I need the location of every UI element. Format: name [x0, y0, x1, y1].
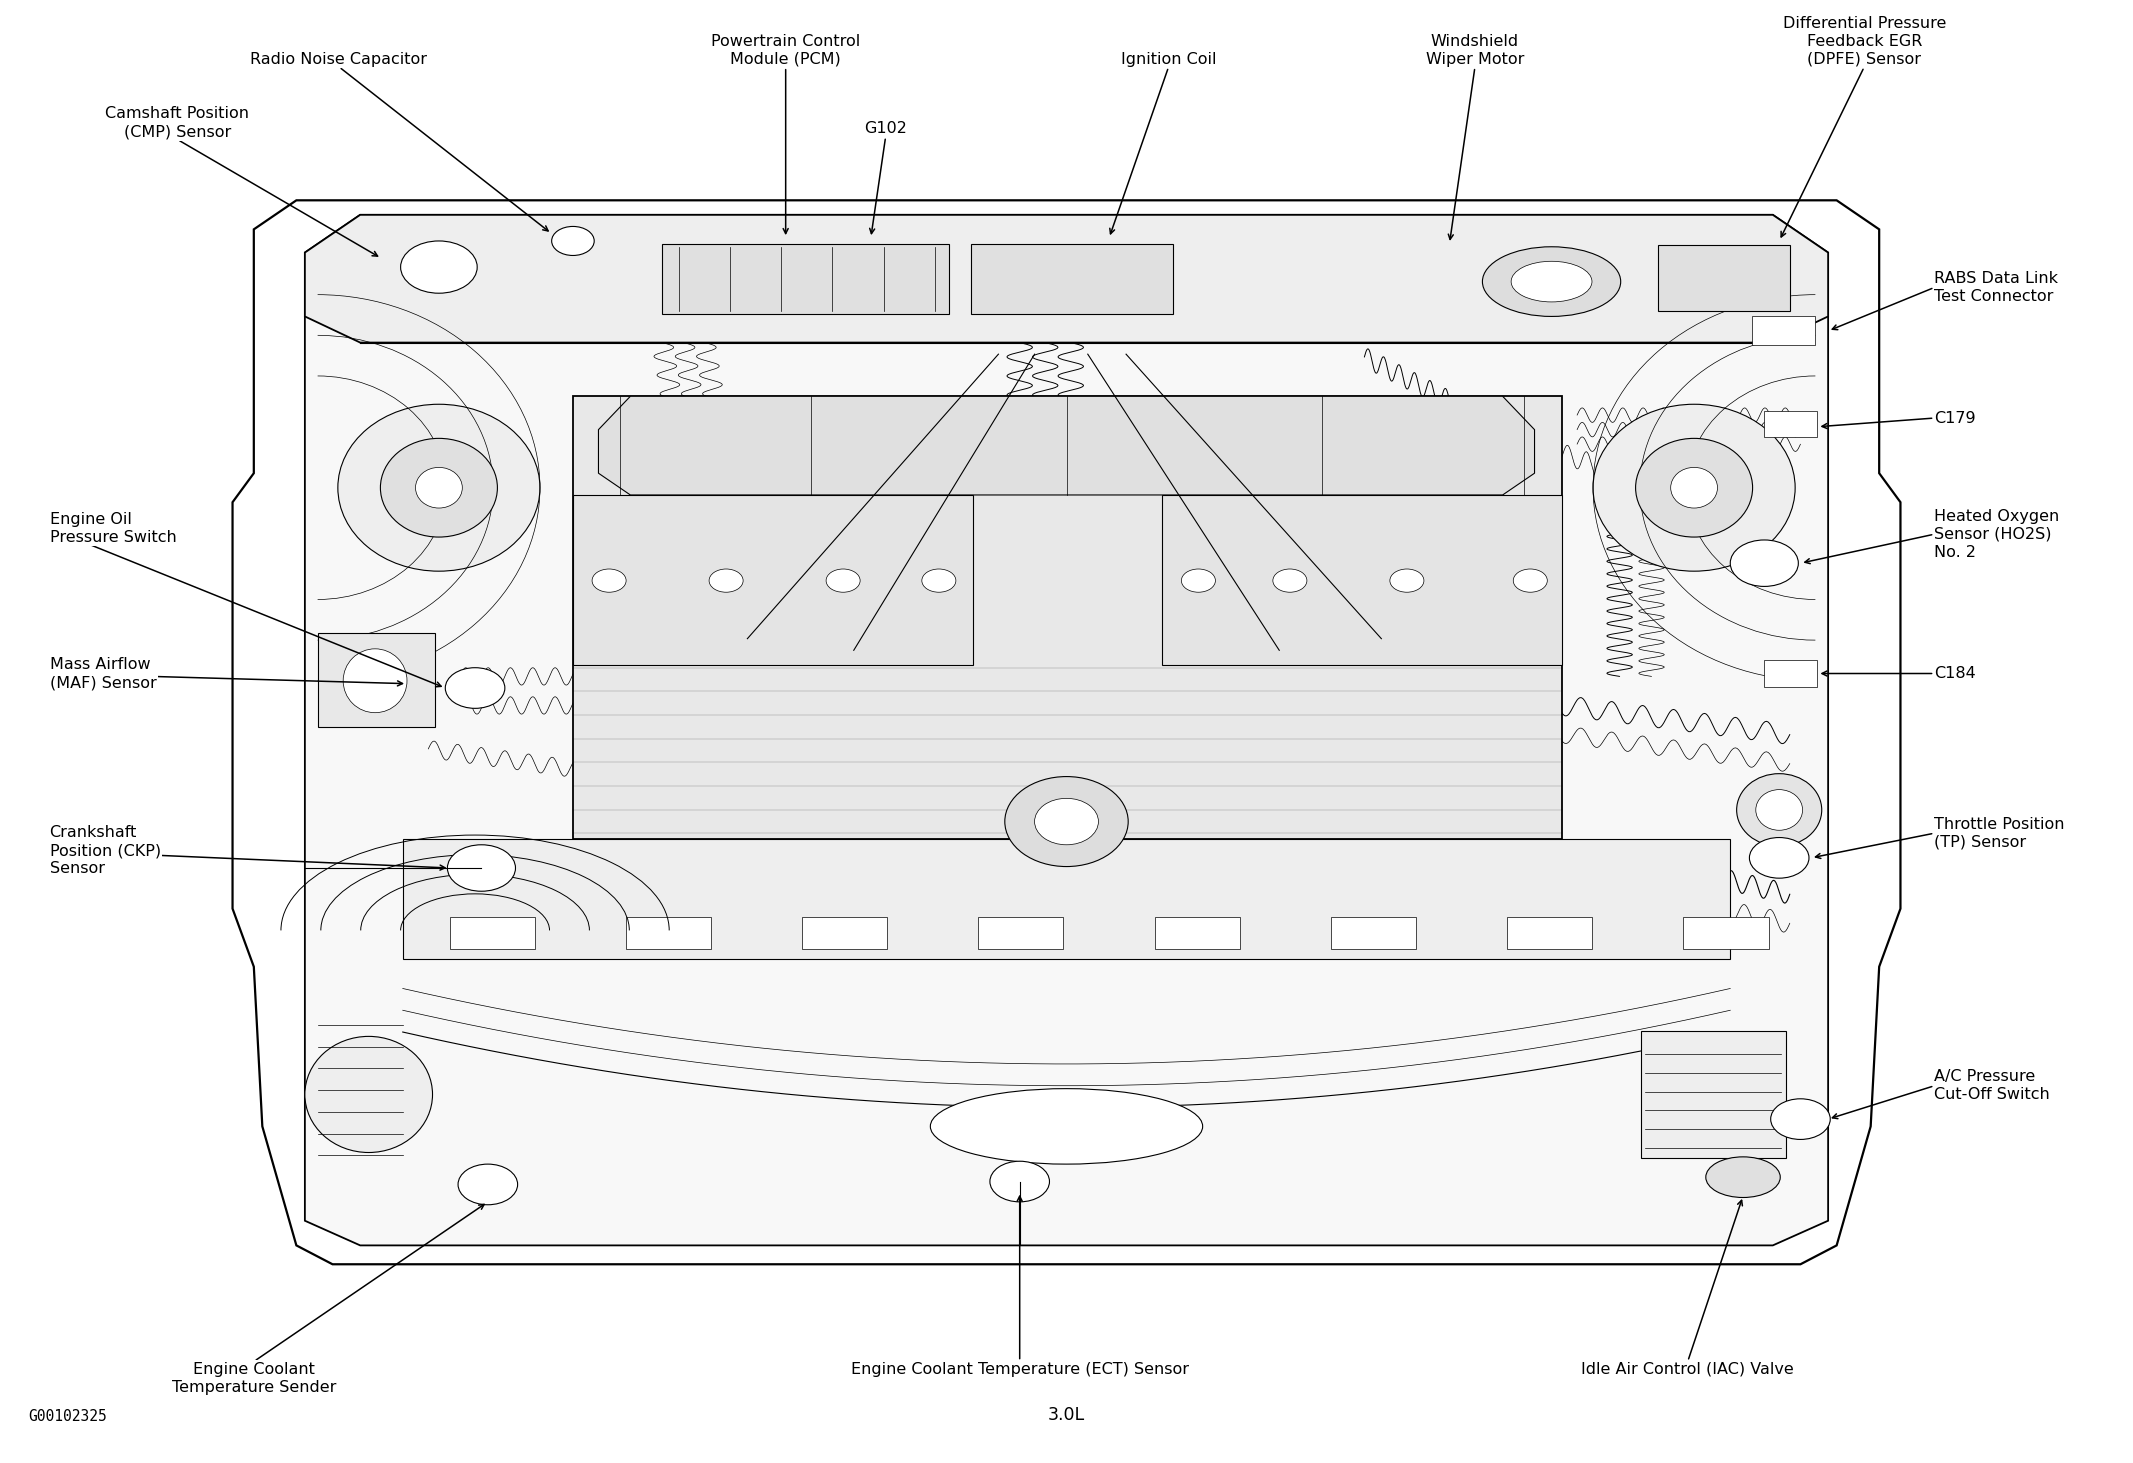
Circle shape [593, 569, 627, 593]
Bar [1331, 917, 1416, 949]
Polygon shape [305, 215, 1828, 342]
Text: Ignition Coil: Ignition Coil [1120, 51, 1216, 67]
Text: Powertrain Control
Module (PCM): Powertrain Control Module (PCM) [710, 34, 860, 67]
Ellipse shape [380, 439, 497, 537]
Ellipse shape [930, 1088, 1203, 1165]
Text: Mass Airflow
(MAF) Sensor: Mass Airflow (MAF) Sensor [49, 657, 156, 691]
Ellipse shape [1670, 467, 1717, 508]
Ellipse shape [1706, 1157, 1781, 1198]
Ellipse shape [1636, 439, 1753, 537]
Text: G00102325: G00102325 [28, 1409, 107, 1423]
Circle shape [921, 569, 956, 593]
Text: Heated Oxygen
Sensor (HO2S)
No. 2: Heated Oxygen Sensor (HO2S) No. 2 [1935, 509, 2060, 560]
Ellipse shape [1510, 262, 1591, 301]
Circle shape [1512, 569, 1546, 593]
Bar [574, 494, 973, 664]
Bar [979, 917, 1064, 949]
Bar [574, 396, 1561, 838]
Bar [1751, 316, 1815, 345]
Bar [625, 917, 710, 949]
Ellipse shape [343, 648, 407, 712]
Circle shape [552, 227, 595, 256]
Bar [318, 633, 435, 727]
Circle shape [1391, 569, 1425, 593]
Circle shape [459, 1165, 518, 1204]
Text: A/C Pressure
Cut-Off Switch: A/C Pressure Cut-Off Switch [1935, 1069, 2050, 1102]
Circle shape [990, 1162, 1049, 1201]
Circle shape [1730, 540, 1798, 587]
Circle shape [708, 569, 742, 593]
Ellipse shape [416, 467, 463, 508]
Ellipse shape [1736, 774, 1822, 846]
Text: RABS Data Link
Test Connector: RABS Data Link Test Connector [1935, 271, 2058, 304]
Bar [1683, 917, 1768, 949]
Ellipse shape [1755, 790, 1802, 831]
Polygon shape [305, 215, 1828, 1245]
Ellipse shape [1035, 799, 1098, 844]
Ellipse shape [1482, 247, 1621, 316]
Circle shape [1273, 569, 1308, 593]
Text: C179: C179 [1935, 411, 1975, 426]
Text: Idle Air Control (IAC) Valve: Idle Air Control (IAC) Valve [1581, 1362, 1794, 1377]
Bar [403, 838, 1730, 960]
Bar [661, 244, 949, 313]
Polygon shape [599, 396, 1534, 494]
Ellipse shape [337, 404, 540, 571]
Circle shape [446, 667, 506, 708]
Polygon shape [232, 200, 1901, 1264]
Circle shape [448, 844, 516, 891]
Circle shape [1182, 569, 1216, 593]
Bar [971, 244, 1173, 313]
Text: Radio Noise Capacitor: Radio Noise Capacitor [250, 51, 427, 67]
Ellipse shape [1593, 404, 1796, 571]
Circle shape [401, 241, 478, 293]
Bar [1154, 917, 1239, 949]
Text: C184: C184 [1935, 666, 1977, 680]
Text: Crankshaft
Position (CKP)
Sensor: Crankshaft Position (CKP) Sensor [49, 825, 160, 876]
Bar [1764, 411, 1817, 437]
Text: Engine Oil
Pressure Switch: Engine Oil Pressure Switch [49, 512, 177, 544]
Circle shape [1749, 837, 1809, 878]
Bar [450, 917, 535, 949]
Circle shape [825, 569, 860, 593]
Text: 3.0L: 3.0L [1047, 1406, 1086, 1423]
Text: Throttle Position
(TP) Sensor: Throttle Position (TP) Sensor [1935, 816, 2065, 850]
Bar [1508, 917, 1591, 949]
Bar [1162, 494, 1561, 664]
Text: Differential Pressure
Feedback EGR
(DPFE) Sensor: Differential Pressure Feedback EGR (DPFE… [1783, 16, 1945, 67]
Bar [1640, 1030, 1785, 1159]
Bar [802, 917, 887, 949]
Text: Engine Coolant Temperature (ECT) Sensor: Engine Coolant Temperature (ECT) Sensor [851, 1362, 1188, 1377]
Text: Engine Coolant
Temperature Sender: Engine Coolant Temperature Sender [171, 1362, 337, 1394]
Text: Windshield
Wiper Motor: Windshield Wiper Motor [1425, 34, 1525, 67]
Bar [1657, 246, 1790, 310]
Ellipse shape [1005, 777, 1128, 866]
Bar [1764, 660, 1817, 686]
Circle shape [1770, 1099, 1830, 1140]
Ellipse shape [305, 1036, 433, 1153]
Text: G102: G102 [864, 121, 907, 136]
Text: Camshaft Position
(CMP) Sensor: Camshaft Position (CMP) Sensor [105, 107, 250, 139]
